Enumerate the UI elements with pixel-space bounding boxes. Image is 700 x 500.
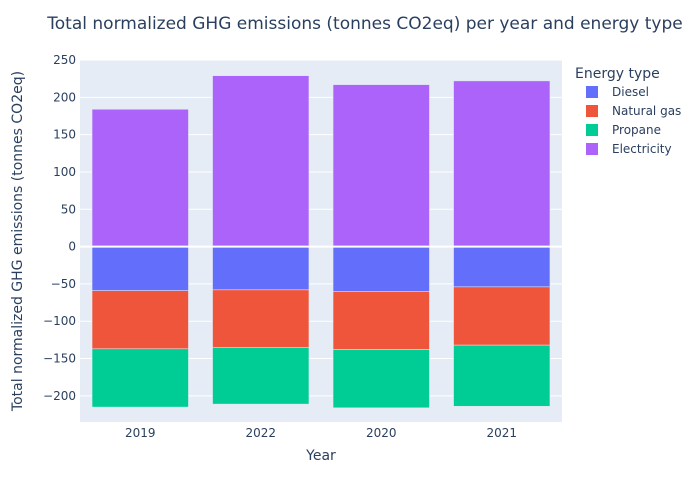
legend-swatch-electricity[interactable] bbox=[586, 143, 598, 155]
legend-swatch-diesel[interactable] bbox=[586, 86, 598, 98]
y-tick-labels: −200 −150 −100 −50 0 50 100 150 200 250 bbox=[43, 53, 76, 403]
bars bbox=[91, 75, 551, 409]
y-tick-label: 50 bbox=[61, 202, 76, 216]
bar-electricity-2021 bbox=[453, 80, 551, 247]
y-tick-label: 250 bbox=[53, 53, 76, 67]
bar-propane-2019 bbox=[91, 348, 189, 408]
bar-diesel-2021 bbox=[453, 246, 551, 288]
y-tick-label: −100 bbox=[43, 314, 76, 328]
x-tick-label: 2021 bbox=[486, 426, 517, 440]
bar-propane-2021 bbox=[453, 344, 551, 407]
bar-natural-gas-2022 bbox=[212, 289, 310, 348]
bar-diesel-2020 bbox=[332, 246, 430, 292]
y-tick-label: −150 bbox=[43, 352, 76, 366]
bar-electricity-2019 bbox=[91, 109, 189, 247]
legend: Energy type Diesel Natural gas Propane Elec… bbox=[575, 66, 681, 156]
y-tick-label: −200 bbox=[43, 389, 76, 403]
bar-propane-2022 bbox=[212, 347, 310, 405]
x-tick-label: 2019 bbox=[125, 426, 156, 440]
bar-natural-gas-2020 bbox=[332, 291, 430, 350]
legend-item-diesel[interactable]: Diesel bbox=[612, 85, 649, 99]
y-tick-label: 0 bbox=[68, 240, 76, 254]
bar-electricity-2022 bbox=[212, 75, 310, 247]
x-axis-title: Year bbox=[305, 448, 336, 464]
y-tick-label: 150 bbox=[53, 128, 76, 142]
legend-item-natural-gas[interactable]: Natural gas bbox=[612, 104, 681, 118]
legend-swatch-propane[interactable] bbox=[586, 124, 598, 136]
x-tick-label: 2022 bbox=[245, 426, 276, 440]
bar-diesel-2019 bbox=[91, 246, 189, 291]
bar-diesel-2022 bbox=[212, 246, 310, 291]
legend-item-propane[interactable]: Propane bbox=[612, 123, 661, 137]
y-tick-label: −50 bbox=[51, 277, 76, 291]
y-tick-label: 100 bbox=[53, 165, 76, 179]
bar-natural-gas-2019 bbox=[91, 290, 189, 350]
y-tick-label: 200 bbox=[53, 90, 76, 104]
bar-electricity-2020 bbox=[332, 84, 430, 247]
bar-natural-gas-2021 bbox=[453, 286, 551, 346]
legend-title: Energy type bbox=[575, 66, 660, 82]
legend-item-electricity[interactable]: Electricity bbox=[612, 142, 672, 156]
y-axis-title: Total normalized GHG emissions (tonnes C… bbox=[10, 71, 26, 412]
legend-swatch-natural-gas[interactable] bbox=[586, 105, 598, 117]
bar-propane-2020 bbox=[332, 349, 430, 409]
chart-title: Total normalized GHG emissions (tonnes C… bbox=[46, 14, 682, 34]
x-tick-label: 2020 bbox=[366, 426, 397, 440]
x-tick-labels: 2019 2022 2020 2021 bbox=[125, 426, 517, 440]
